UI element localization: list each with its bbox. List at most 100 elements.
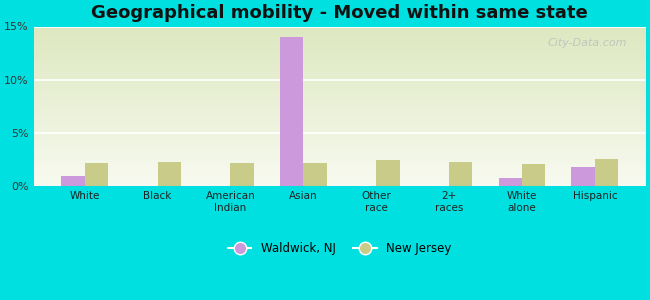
Bar xyxy=(34,80,646,81)
Bar xyxy=(34,173,646,174)
Bar xyxy=(34,34,646,35)
Bar xyxy=(34,111,646,112)
Bar xyxy=(34,139,646,140)
Bar xyxy=(34,152,646,153)
Bar xyxy=(34,71,646,72)
Bar xyxy=(34,178,646,179)
Bar xyxy=(34,81,646,82)
Bar xyxy=(522,164,545,186)
Bar xyxy=(34,58,646,59)
Bar xyxy=(34,112,646,113)
Bar xyxy=(34,52,646,53)
Bar xyxy=(34,146,646,147)
Bar xyxy=(34,145,646,146)
Bar xyxy=(34,154,646,155)
Bar xyxy=(34,156,646,157)
Bar xyxy=(34,78,646,79)
Bar xyxy=(34,94,646,95)
Bar xyxy=(34,100,646,101)
Bar xyxy=(34,169,646,170)
Bar xyxy=(34,129,646,130)
Bar xyxy=(34,28,646,29)
Bar xyxy=(34,63,646,64)
Bar xyxy=(157,162,181,186)
Bar xyxy=(34,42,646,43)
Bar xyxy=(34,141,646,142)
Bar xyxy=(34,61,646,62)
Bar xyxy=(34,30,646,31)
Bar xyxy=(34,38,646,39)
Bar xyxy=(34,88,646,89)
Title: Geographical mobility - Moved within same state: Geographical mobility - Moved within sam… xyxy=(92,4,588,22)
Bar xyxy=(34,170,646,171)
Bar xyxy=(34,97,646,98)
Bar xyxy=(34,163,646,164)
Bar xyxy=(499,178,522,186)
Bar xyxy=(34,113,646,114)
Bar xyxy=(34,132,646,133)
Bar xyxy=(34,77,646,78)
Bar xyxy=(34,169,646,170)
Bar xyxy=(34,98,646,99)
Bar xyxy=(34,136,646,137)
Bar xyxy=(34,66,646,67)
Bar xyxy=(34,99,646,100)
Bar xyxy=(34,76,646,77)
Bar xyxy=(34,137,646,138)
Bar xyxy=(34,168,646,169)
Bar xyxy=(34,69,646,70)
Bar xyxy=(34,37,646,38)
Bar xyxy=(34,26,646,27)
Bar xyxy=(34,85,646,86)
Bar xyxy=(34,67,646,68)
Bar xyxy=(34,120,646,121)
Bar xyxy=(34,121,646,122)
Bar xyxy=(34,48,646,49)
Bar xyxy=(34,110,646,111)
Bar xyxy=(34,135,646,136)
Bar xyxy=(34,125,646,126)
Bar xyxy=(34,138,646,139)
Bar xyxy=(34,176,646,177)
Bar xyxy=(34,54,646,55)
Bar xyxy=(34,185,646,186)
Bar xyxy=(34,124,646,125)
Bar xyxy=(34,175,646,176)
Bar xyxy=(34,151,646,152)
Bar xyxy=(34,159,646,160)
Bar xyxy=(34,59,646,60)
Text: City-Data.com: City-Data.com xyxy=(548,38,627,48)
Bar xyxy=(34,27,646,28)
Bar xyxy=(34,92,646,93)
Bar xyxy=(34,122,646,123)
Bar xyxy=(34,179,646,180)
Bar xyxy=(34,82,646,83)
Bar xyxy=(34,166,646,167)
Bar xyxy=(34,74,646,75)
Bar xyxy=(34,123,646,124)
Bar xyxy=(34,36,646,37)
Bar xyxy=(34,65,646,66)
Bar xyxy=(34,107,646,108)
Bar xyxy=(34,106,646,107)
Bar xyxy=(34,46,646,47)
Bar xyxy=(34,39,646,40)
Bar xyxy=(280,37,304,186)
Bar xyxy=(34,174,646,175)
Bar xyxy=(34,89,646,90)
Bar xyxy=(34,142,646,143)
Bar xyxy=(34,183,646,184)
Bar xyxy=(34,43,646,44)
Bar xyxy=(34,93,646,94)
Bar xyxy=(34,53,646,54)
Bar xyxy=(34,133,646,134)
Bar xyxy=(34,32,646,33)
Bar xyxy=(34,82,646,83)
Bar xyxy=(34,91,646,92)
Bar xyxy=(34,60,646,61)
Bar xyxy=(34,29,646,30)
Bar xyxy=(34,45,646,46)
Bar xyxy=(34,114,646,115)
Bar xyxy=(34,153,646,154)
Bar xyxy=(34,128,646,129)
